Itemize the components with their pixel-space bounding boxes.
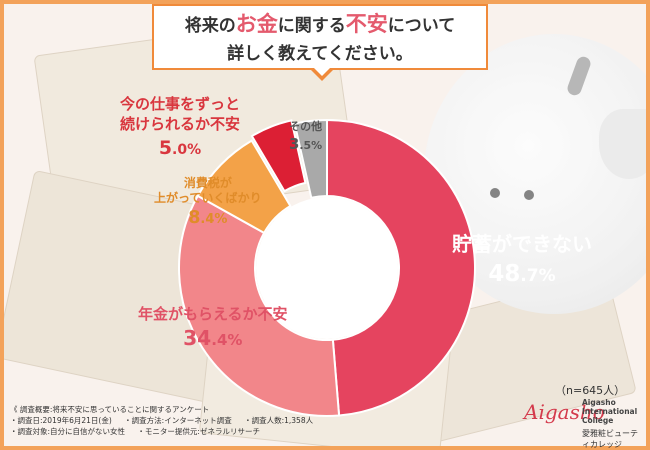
logo-english: Aigasho International College [582,398,638,425]
slice-consumption-tax [196,139,292,235]
survey-count: ・調査人数:1,358人 [244,416,314,425]
notes-row: ・調査日:2019年6月21日(金) ・調査方法:インターネット調査 ・調査人数… [10,415,323,426]
label-job-security: 今の仕事をずっと 続けられるか不安 5.0% [120,95,241,159]
slice-savings [326,118,477,417]
speech-bubble-tail-inner [313,67,331,76]
logo-japanese: 愛雅粧ビューティカレッジ [582,429,638,449]
label-consumption-tax: 消費税が 上がっていくばかり 8.4% [154,176,262,228]
title-line-2: 詳しく教えてください。 [227,44,413,64]
notes-heading: 《 調査概要:将来不安に思っていることに関するアンケート [10,405,210,414]
piggy-bank-eye [524,190,534,200]
title-line-1: 将来のお金に関する不安について [184,12,456,36]
aigasho-logo: Aigasho Aigasho International College 愛雅… [524,396,642,449]
survey-date: ・調査日:2019年6月21日(金) [10,416,112,425]
slice-job-security [250,119,307,193]
slice-pension [178,194,341,417]
notes-row: ・調査対象:自分に自信がない女性 ・モニター提供元:ゼネラルリサーチ [10,426,323,437]
survey-notes: 《 調査概要:将来不安に思っていることに関するアンケート ・調査日:2019年6… [10,404,323,437]
slice-other [293,118,328,199]
piggy-bank-ear [599,109,646,179]
survey-provider: ・モニター提供元:ゼネラルリサーチ [137,427,260,436]
sample-size: （n=645人） [555,384,626,397]
label-pension: 年金がもらえるか不安 34.4% [138,305,288,350]
piggy-bank-eye [490,188,500,198]
logo-script: Aigasho [524,400,605,424]
label-savings: 貯蓄ができない 48.7% [452,232,592,287]
donut-hole [256,197,398,339]
survey-target: ・調査対象:自分に自信がない女性 [10,427,126,436]
label-other: その他 3.5% [289,120,323,153]
survey-method: ・調査方法:インターネット調査 [124,416,232,425]
